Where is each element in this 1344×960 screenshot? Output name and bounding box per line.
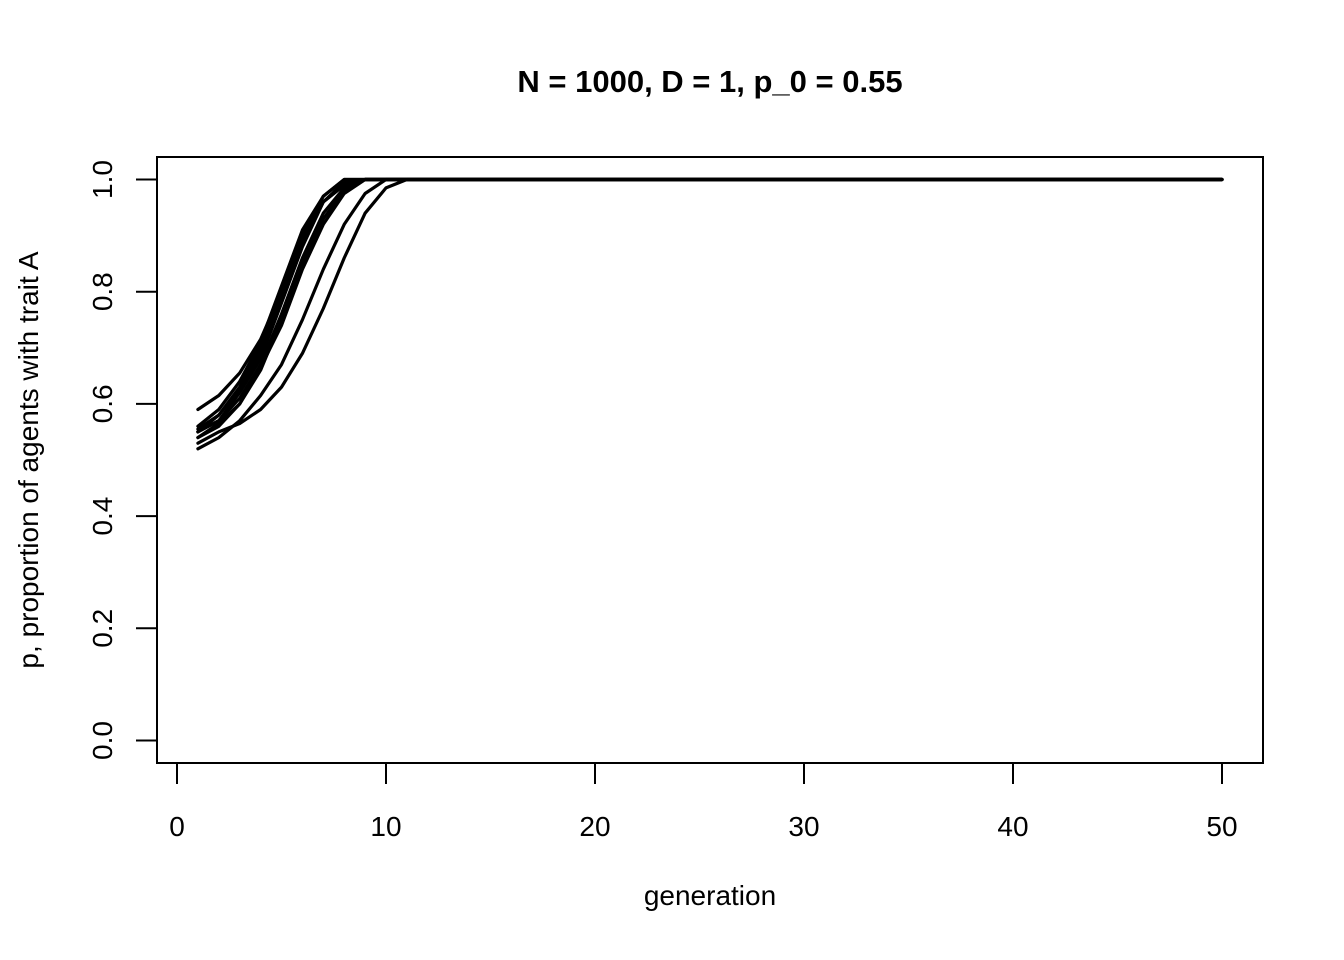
chart-line-run-5 xyxy=(196,177,1224,434)
y-tick-label: 0.8 xyxy=(87,272,118,311)
chart-line-run-6 xyxy=(196,177,1224,440)
chart-line-run-10 xyxy=(196,177,1224,445)
y-tick-label: 0.4 xyxy=(87,497,118,536)
x-tick-label: 50 xyxy=(1206,811,1237,842)
x-tick-label: 40 xyxy=(997,811,1028,842)
chart-lines xyxy=(196,177,1224,451)
y-tick-label: 0.6 xyxy=(87,384,118,423)
plot-box xyxy=(156,156,1264,764)
y-tick-label: 1.0 xyxy=(87,160,118,199)
y-tick-label: 0.0 xyxy=(87,721,118,760)
x-axis: 0 10 20 30 40 50 xyxy=(169,763,1238,842)
y-tick-label: 0.2 xyxy=(87,609,118,648)
y-axis: 0.0 0.2 0.4 0.6 0.8 1.0 xyxy=(87,160,157,760)
chart-line-run-1 xyxy=(196,177,1224,434)
chart-line-run-9 xyxy=(196,177,1224,451)
chart-line-run-2 xyxy=(196,177,1224,434)
x-tick-label: 30 xyxy=(788,811,819,842)
chart-line-run-7 xyxy=(196,177,1224,431)
x-tick-label: 10 xyxy=(370,811,401,842)
x-tick-label: 20 xyxy=(579,811,610,842)
y-axis-label: p, proportion of agents with trait A xyxy=(13,251,44,668)
chart-title: N = 1000, D = 1, p_0 = 0.55 xyxy=(517,64,902,99)
chart-line-run-3 xyxy=(196,177,1224,440)
x-tick-label: 0 xyxy=(169,811,185,842)
chart-line-run-4 xyxy=(196,177,1224,428)
x-axis-label: generation xyxy=(644,880,776,911)
